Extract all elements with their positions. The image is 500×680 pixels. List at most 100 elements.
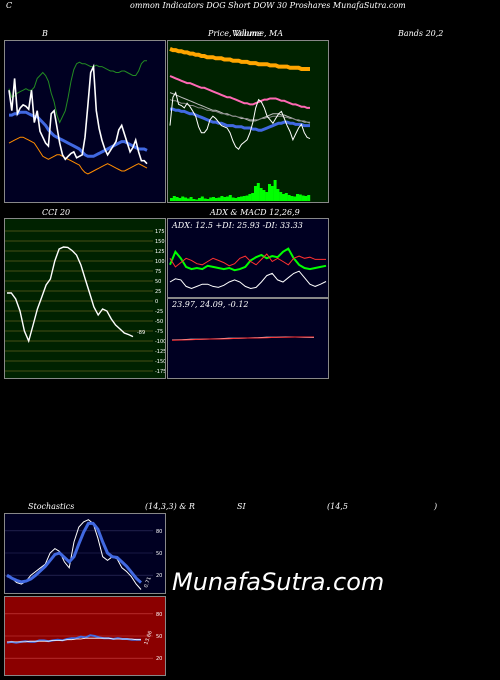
cci-tick-label: 175 — [155, 229, 165, 235]
volume-bar — [209, 197, 213, 201]
macd-label: 23.97, 24.09, -0.12 — [172, 300, 249, 309]
stoch-d-line — [6, 521, 143, 584]
volume-bar — [259, 188, 263, 201]
volume-bar — [192, 199, 196, 201]
cci-tick-label: -50 — [155, 319, 163, 325]
price-title: Price, Volume, MA — [208, 29, 284, 38]
volume-bar — [287, 195, 291, 201]
adx-title: ADX & MACD 12,26,9 — [210, 208, 300, 217]
volume-bar — [254, 186, 257, 201]
header-left: C — [6, 1, 13, 10]
volume-bar — [242, 196, 246, 201]
volume-bar — [184, 197, 187, 201]
volume-bar — [276, 189, 280, 201]
volume-bar — [231, 197, 235, 201]
stoch-title-mid2: SI — [237, 502, 246, 511]
volume-bar — [223, 197, 227, 201]
volume-bar — [262, 190, 266, 201]
cci-tick-label: -75 — [155, 329, 163, 335]
volume-bar — [268, 184, 271, 201]
price-ma-grey1-line — [169, 92, 311, 124]
watermark: MunafaSutra.com — [172, 568, 385, 596]
adx-panel — [167, 218, 329, 298]
volume-bar — [290, 196, 294, 201]
volume-bar — [175, 197, 179, 201]
cci-tick-label: 50 — [155, 279, 161, 285]
bands-title: Bands 20,2 — [398, 29, 444, 38]
volume-bar — [256, 183, 260, 201]
stochastics-panel: 80 50 20 0.71 — [4, 513, 166, 594]
volume-bar — [251, 193, 255, 201]
price-panel — [167, 40, 329, 203]
rsi-value-label: 13.66 — [143, 630, 154, 646]
cci-tick-label: 25 — [155, 289, 161, 295]
price-ma-mid-line — [169, 75, 310, 109]
volume-bar — [245, 195, 249, 201]
stoch-title-mid: (14,3,3) & R — [145, 502, 195, 511]
stoch-tick-label: 80 — [156, 529, 162, 535]
adx-chart — [169, 247, 327, 290]
adx-plus-di-line — [169, 247, 327, 272]
volume-bar — [307, 195, 311, 201]
volume-bar — [293, 196, 297, 201]
price-ma-grey2-line — [169, 99, 310, 123]
volume-bar — [228, 195, 232, 201]
price-chart — [169, 47, 311, 201]
stoch-title-left: Stochastics — [28, 502, 75, 511]
bollinger-panel — [4, 40, 166, 203]
header-title: ommon Indicators DOG Short DOW 30 Prosha… — [130, 1, 406, 10]
volume-bar — [181, 196, 185, 201]
macd-signal-line — [171, 336, 314, 341]
volume-bar — [282, 194, 285, 201]
volume-bar — [217, 197, 221, 201]
cci-tick-label: 100 — [155, 259, 165, 265]
cci-tick-label: -25 — [155, 309, 163, 315]
stoch-tick-label: 50 — [156, 551, 162, 557]
price-ma-long-line — [169, 47, 310, 71]
stoch-title-right-b: ) — [434, 502, 438, 511]
volume-bar — [248, 194, 252, 201]
volume-bar — [273, 180, 277, 201]
rsi-panel: 80 50 20 13.66 — [4, 596, 166, 676]
cci-value-label: -89 — [137, 330, 145, 336]
rsi-tick-label: 50 — [156, 634, 162, 640]
volume-bar — [172, 196, 176, 201]
volume-bar — [220, 196, 224, 201]
price-volume-overlay: Volume — [232, 29, 262, 38]
cci-tick-label: 150 — [155, 239, 165, 245]
volume-bar — [189, 197, 193, 201]
cci-panel: 175 150 125 100 75 50 25 0 -25 -50 -75 -100 -125 -150… — [4, 218, 166, 379]
volume-bar — [203, 198, 207, 201]
cci-line — [7, 246, 134, 344]
volume-bar — [198, 198, 201, 201]
cci-title: CCI 20 — [42, 208, 71, 217]
bollinger-upper-line — [8, 60, 147, 124]
volume-bar — [178, 198, 182, 201]
rsi-tick-label: 80 — [156, 612, 162, 618]
cci-tick-label: 125 — [155, 249, 165, 255]
volume-bar — [186, 198, 190, 201]
rsi-tick-label: 20 — [156, 656, 162, 662]
cci-tick-label: 0 — [155, 299, 158, 305]
stoch-title-right-a: (14,5 — [327, 502, 348, 511]
price-price-line — [169, 91, 311, 150]
macd-panel — [167, 298, 329, 379]
stochastics-chart: 80 50 20 0.71 — [5, 519, 162, 590]
bollinger-title: B — [42, 29, 48, 38]
volume-bar — [279, 192, 283, 201]
volume-bar — [298, 194, 302, 201]
cci-tick-label: -150 — [155, 359, 165, 365]
rsi-rsi-line — [6, 634, 141, 644]
bollinger-chart — [8, 60, 148, 175]
stoch-value-label: 0.71 — [143, 576, 152, 589]
adx-adx-line — [169, 270, 327, 290]
bollinger-middle-line — [9, 110, 148, 158]
volume-bar — [304, 196, 308, 201]
volume-bar — [170, 198, 173, 201]
cci-tick-label: -100 — [155, 339, 165, 345]
volume-bar — [195, 199, 199, 201]
cci-tick-label: -175 — [155, 369, 165, 375]
cci-tick-label: -125 — [155, 349, 165, 355]
adx-label: ADX: 12.5 +DI: 25.93 -DI: 33.33 — [172, 221, 303, 230]
bollinger-price-line — [8, 63, 148, 165]
